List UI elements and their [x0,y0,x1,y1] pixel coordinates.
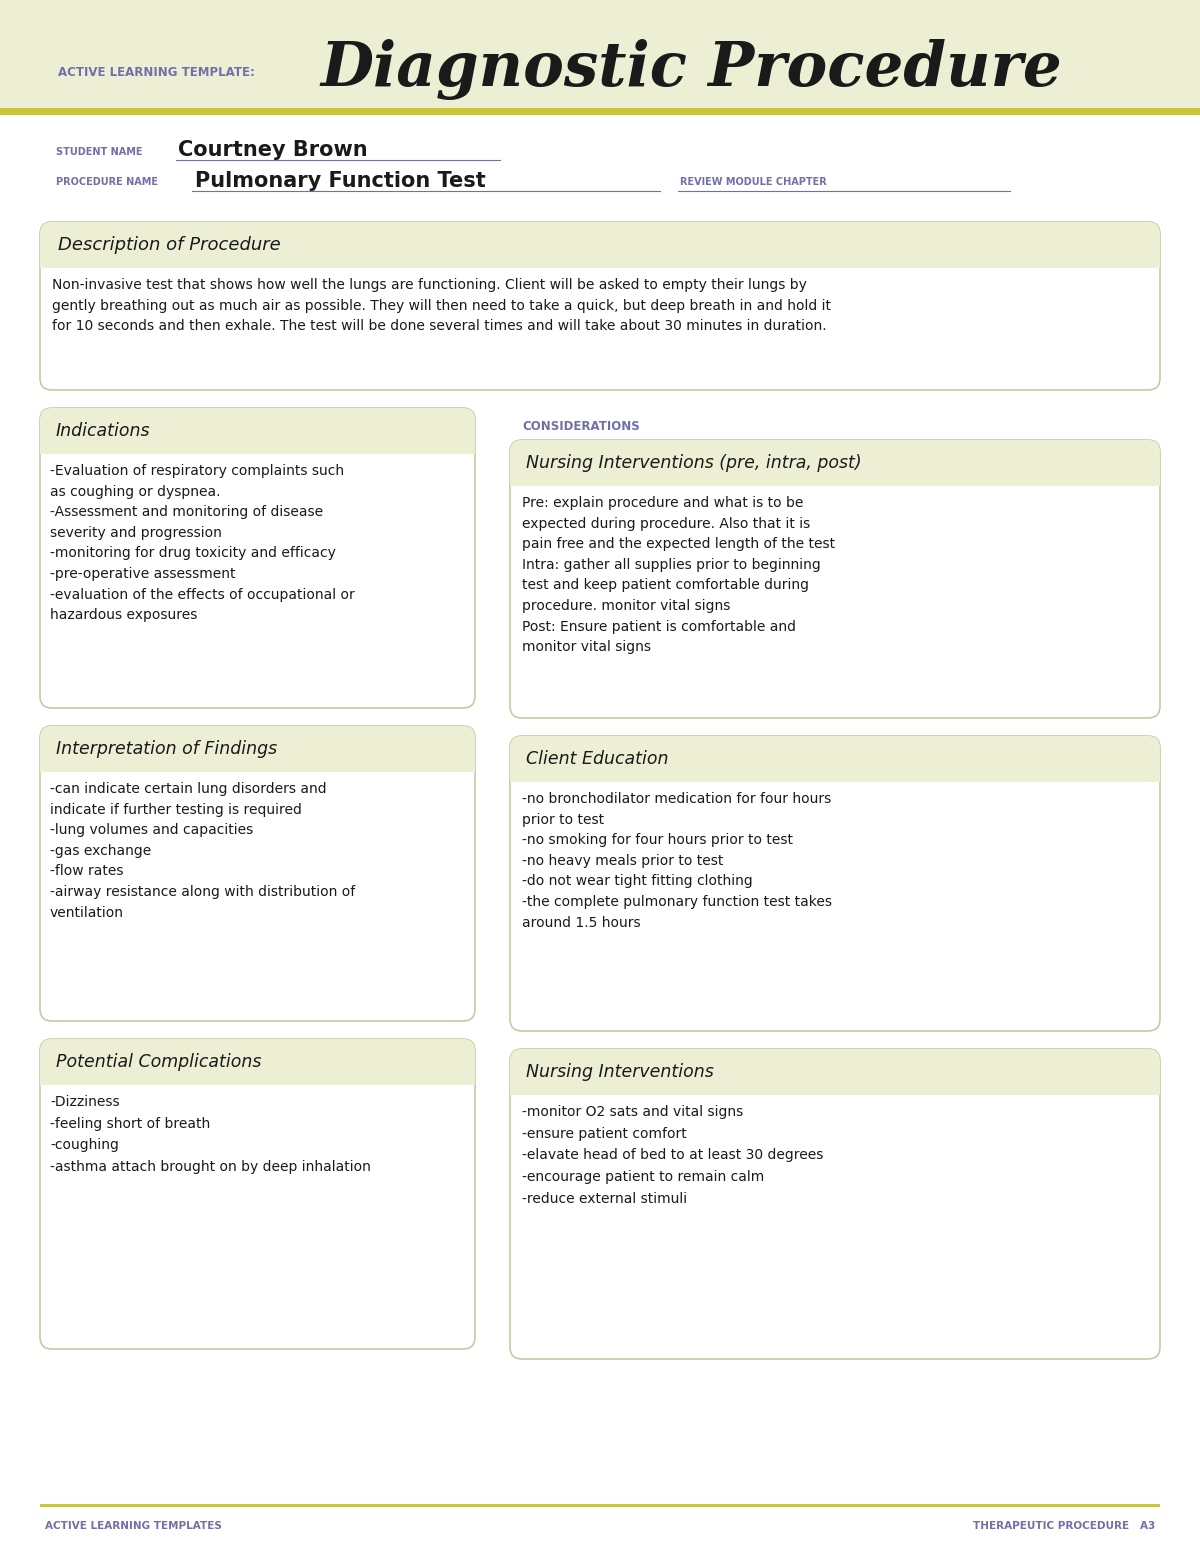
Text: Client Education: Client Education [526,750,668,769]
Text: -Evaluation of respiratory complaints such
as coughing or dyspnea.
-Assessment a: -Evaluation of respiratory complaints su… [50,464,355,623]
Text: Courtney Brown: Courtney Brown [178,140,367,160]
FancyBboxPatch shape [40,222,1160,269]
Text: Pulmonary Function Test: Pulmonary Function Test [194,171,486,191]
FancyBboxPatch shape [40,408,475,708]
Bar [40,1503,1160,1506]
FancyBboxPatch shape [40,1039,475,1350]
Text: Non-invasive test that shows how well the lungs are functioning. Client will be : Non-invasive test that shows how well th… [52,278,830,334]
Text: -can indicate certain lung disorders and
indicate if further testing is required: -can indicate certain lung disorders and… [50,783,355,919]
Text: CONSIDERATIONS: CONSIDERATIONS [522,419,640,432]
Text: Indications: Indications [56,422,150,439]
Bar [510,1072,1160,1095]
FancyBboxPatch shape [510,439,1160,486]
Text: Nursing Interventions: Nursing Interventions [526,1062,714,1081]
Text: ACTIVE LEARNING TEMPLATES: ACTIVE LEARNING TEMPLATES [46,1520,222,1531]
FancyBboxPatch shape [40,1039,475,1086]
Text: Interpretation of Findings: Interpretation of Findings [56,739,277,758]
FancyBboxPatch shape [40,725,475,772]
Text: PROCEDURE NAME: PROCEDURE NAME [56,177,158,186]
Bar [40,1062,475,1086]
Text: -Dizziness
-feeling short of breath
-coughing
-asthma attach brought on by deep : -Dizziness -feeling short of breath -cou… [50,1095,371,1174]
Bar [0,109,1200,115]
Bar [40,245,1160,269]
Text: REVIEW MODULE CHAPTER: REVIEW MODULE CHAPTER [680,177,827,186]
Bar [40,432,475,453]
Bar [0,0,1200,115]
Bar [510,463,1160,486]
FancyBboxPatch shape [40,408,475,453]
Bar [510,759,1160,783]
Text: ACTIVE LEARNING TEMPLATE:: ACTIVE LEARNING TEMPLATE: [58,65,254,79]
Text: Potential Complications: Potential Complications [56,1053,262,1072]
Bar [40,749,475,772]
FancyBboxPatch shape [510,1048,1160,1095]
FancyBboxPatch shape [510,1048,1160,1359]
FancyBboxPatch shape [510,439,1160,717]
FancyBboxPatch shape [40,222,1160,390]
FancyBboxPatch shape [40,725,475,1020]
FancyBboxPatch shape [510,736,1160,1031]
FancyBboxPatch shape [510,736,1160,783]
Text: Diagnostic Procedure: Diagnostic Procedure [320,39,1062,101]
Text: -monitor O2 sats and vital signs
-ensure patient comfort
-elavate head of bed to: -monitor O2 sats and vital signs -ensure… [522,1106,823,1205]
Text: Nursing Interventions (pre, intra, post): Nursing Interventions (pre, intra, post) [526,453,862,472]
Text: Pre: explain procedure and what is to be
expected during procedure. Also that it: Pre: explain procedure and what is to be… [522,495,835,654]
Text: THERAPEUTIC PROCEDURE   A3: THERAPEUTIC PROCEDURE A3 [973,1520,1154,1531]
Text: Description of Procedure: Description of Procedure [58,236,281,255]
Text: -no bronchodilator medication for four hours
prior to test
-no smoking for four : -no bronchodilator medication for four h… [522,792,832,930]
Text: STUDENT NAME: STUDENT NAME [56,148,143,157]
